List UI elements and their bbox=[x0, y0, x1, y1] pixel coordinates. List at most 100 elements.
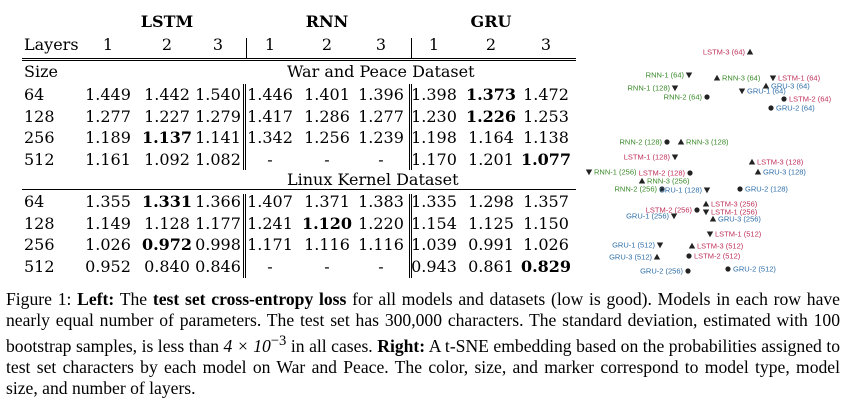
loss-value: 1.357 bbox=[523, 192, 569, 211]
loss-value: 0.952 bbox=[85, 256, 131, 276]
tsne-marker bbox=[725, 266, 731, 272]
tsne-marker bbox=[688, 242, 696, 249]
tsne-marker bbox=[781, 96, 787, 102]
loss-value: 1.298 bbox=[468, 192, 514, 211]
loss-value: 0.861 bbox=[468, 256, 514, 276]
loss-value: 1.253 bbox=[523, 106, 569, 126]
tsne-point-label: LSTM-3 (128) bbox=[757, 158, 804, 167]
tsne-point-label: GRU-2 (256) bbox=[640, 267, 683, 276]
loss-value: 1.116 bbox=[304, 235, 350, 254]
layer-number: 2 bbox=[321, 35, 333, 54]
tsne-marker bbox=[671, 154, 679, 161]
tsne-marker bbox=[746, 48, 754, 55]
tsne-marker bbox=[687, 170, 693, 176]
loss-value: 1.220 bbox=[358, 213, 404, 233]
tsne-marker bbox=[704, 94, 710, 100]
tsne-marker bbox=[670, 213, 678, 220]
tsne-marker bbox=[738, 88, 746, 95]
size-value: 64 bbox=[24, 192, 45, 211]
layers-label: Layers bbox=[24, 35, 79, 54]
loss-value: - bbox=[324, 256, 330, 276]
loss-value: 1.026 bbox=[85, 235, 131, 254]
loss-value: 1.256 bbox=[304, 128, 350, 147]
rule-section bbox=[22, 189, 576, 190]
tsne-point-label: RNN-3 (64) bbox=[722, 74, 761, 83]
results-table: LSTM RNN GRU Layers 1 2 3 1 2 3 1 2 3 Size War and Pea… bbox=[0, 0, 580, 290]
layer-number: 1 bbox=[102, 35, 114, 54]
tsne-marker bbox=[656, 242, 664, 249]
tsne-marker bbox=[694, 207, 700, 213]
loss-value: 1.396 bbox=[358, 85, 404, 104]
tsne-marker bbox=[686, 253, 692, 259]
caption-the: The bbox=[119, 289, 148, 309]
loss-value: 1.449 bbox=[85, 85, 131, 104]
tsne-point-label: LSTM-2 (64) bbox=[789, 95, 832, 104]
loss-value: 1.331 bbox=[141, 192, 193, 211]
tsne-marker bbox=[638, 177, 646, 184]
loss-value: 1.177 bbox=[195, 213, 241, 233]
loss-value: 1.039 bbox=[411, 235, 457, 254]
dataset-title: War and Peace Dataset bbox=[287, 62, 475, 81]
figure-caption: Figure 1: Left: The test set cross-entro… bbox=[6, 289, 840, 399]
tsne-point-label: RNN-3 (256) bbox=[647, 177, 690, 186]
loss-value: 1.226 bbox=[465, 106, 517, 126]
layer-number: 3 bbox=[212, 35, 224, 54]
loss-value: - bbox=[267, 256, 273, 276]
rule-header bbox=[22, 58, 576, 61]
loss-value: 1.150 bbox=[523, 213, 569, 233]
size-value: 128 bbox=[24, 106, 55, 126]
loss-value: 1.149 bbox=[85, 213, 131, 233]
tsne-marker bbox=[768, 105, 774, 111]
tsne-point-label: LSTM-1 (512) bbox=[715, 230, 762, 239]
tsne-marker bbox=[709, 215, 717, 222]
caption-bold-phrase: test set cross-entropy loss bbox=[152, 289, 347, 309]
loss-value: 1.241 bbox=[247, 213, 293, 233]
loss-value: 1.082 bbox=[195, 149, 241, 169]
loss-value: 1.342 bbox=[247, 128, 293, 147]
tsne-marker bbox=[769, 75, 777, 82]
loss-value: 0.972 bbox=[141, 235, 193, 254]
tsne-marker bbox=[702, 209, 710, 216]
tsne-point-label: GRU-1 (256) bbox=[626, 212, 669, 221]
loss-value: 1.383 bbox=[358, 192, 404, 211]
tsne-point-label: RNN-3 (128) bbox=[686, 138, 729, 147]
loss-value: 1.446 bbox=[247, 85, 293, 104]
tsne-marker bbox=[585, 169, 593, 176]
loss-value: 1.227 bbox=[144, 106, 190, 126]
loss-value: 1.116 bbox=[358, 235, 404, 254]
loss-value: 1.189 bbox=[85, 128, 131, 147]
layer-number: 3 bbox=[540, 35, 552, 54]
tsne-marker bbox=[664, 139, 670, 145]
layer-number: 1 bbox=[428, 35, 440, 54]
layer-number: 1 bbox=[264, 35, 276, 54]
tsne-marker bbox=[706, 231, 714, 238]
loss-value: 1.164 bbox=[468, 128, 514, 147]
tsne-point-label: GRU-3 (64) bbox=[771, 82, 810, 91]
loss-value: 1.540 bbox=[195, 85, 241, 104]
tsne-embedding-plot: LSTM-3 (64) RNN-1 (64) RNN-3 (64) LSTM-1 (6… bbox=[585, 48, 832, 276]
tsne-marker bbox=[748, 158, 756, 165]
tsne-point-label: GRU-1 (512) bbox=[612, 241, 655, 250]
tsne-point-label: GRU-1 (128) bbox=[659, 186, 702, 195]
tsne-point-label: GRU-2 (128) bbox=[745, 185, 788, 194]
caption-math: 4 × 10 bbox=[223, 335, 271, 356]
loss-value: 1.092 bbox=[144, 149, 190, 169]
loss-value: 1.286 bbox=[304, 106, 350, 126]
size-label: Size bbox=[24, 62, 58, 81]
caption-text-3: A t-SNE embedding based on the probabili… bbox=[6, 335, 840, 398]
loss-value: 1.230 bbox=[411, 106, 457, 126]
tsne-marker bbox=[703, 187, 711, 194]
size-value: 256 bbox=[24, 235, 55, 254]
tsne-point-label: GRU-3 (512) bbox=[609, 253, 652, 262]
loss-value: 1.125 bbox=[468, 213, 514, 233]
loss-value: 1.407 bbox=[247, 192, 293, 211]
caption-left-label: Left: bbox=[77, 289, 115, 309]
tsne-point-label: LSTM-1 (256) bbox=[711, 208, 758, 217]
loss-value: 1.138 bbox=[523, 128, 569, 147]
tsne-point-label: LSTM-2 (128) bbox=[639, 169, 686, 178]
loss-value: 1.279 bbox=[195, 106, 241, 126]
loss-value: 1.154 bbox=[411, 213, 457, 233]
tsne-marker bbox=[702, 200, 710, 207]
caption-exponent: −3 bbox=[270, 333, 287, 349]
loss-value: 1.398 bbox=[411, 85, 457, 104]
